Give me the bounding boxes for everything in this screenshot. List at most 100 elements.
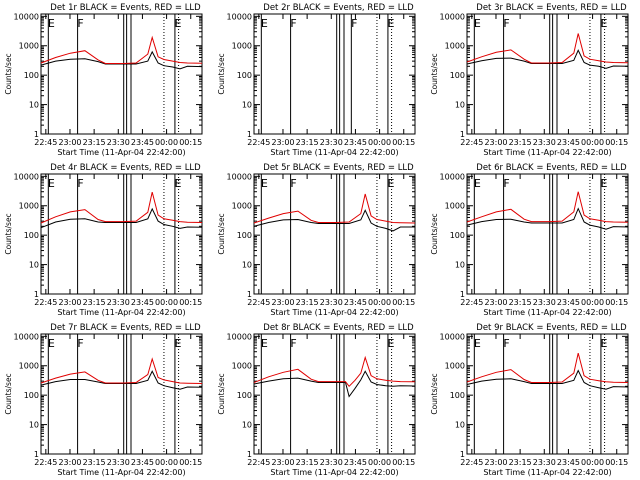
flag-label: E	[48, 337, 55, 350]
x-tick-label: 23:45	[557, 458, 580, 467]
chart-title: Det 7r BLACK = Events, RED = LLD	[50, 323, 201, 333]
y-tick-label: 1000	[445, 362, 465, 371]
x-tick-label: 23:15	[83, 458, 106, 467]
x-tick-label: 00:15	[179, 298, 202, 307]
x-axis-label: Start Time (11-Apr-04 22:42:00)	[483, 148, 611, 157]
x-tick-label: 23:45	[344, 138, 367, 147]
y-tick-label: 1	[247, 290, 252, 299]
y-tick-label: 1	[34, 130, 39, 139]
plot-frame	[253, 13, 416, 135]
series-line-events	[466, 369, 629, 390]
y-axis-label: Counts/sec	[430, 373, 439, 414]
series-line-events	[40, 50, 203, 70]
x-tick-label: 23:30	[320, 298, 343, 307]
y-tick-label: 100	[237, 391, 252, 400]
y-tick-label: 10000	[227, 172, 252, 181]
x-tick-label: 23:30	[107, 298, 130, 307]
flag-label: E	[474, 177, 481, 190]
y-tick-label: 10	[242, 261, 252, 270]
x-tick-label: 23:00	[58, 458, 81, 467]
chart-panel-6: Det 6r BLACK = Events, RED = LLD 1 10 100 10…	[430, 163, 629, 317]
flag-label: E	[261, 177, 268, 190]
y-tick-label: 1	[247, 130, 252, 139]
chart-panel-2: Det 2r BLACK = Events, RED = LLD 1 10 100 10…	[217, 3, 416, 157]
x-tick-label: 23:45	[131, 298, 154, 307]
y-tick-label: 10	[29, 101, 39, 110]
plot-frame	[466, 173, 629, 295]
x-tick-label: 23:30	[107, 138, 130, 147]
x-tick-label: 23:00	[58, 138, 81, 147]
flag-label: E	[387, 17, 394, 30]
x-axis-label: Start Time (11-Apr-04 22:42:00)	[57, 468, 185, 477]
series-line-lld	[466, 352, 629, 383]
x-tick-label: 23:30	[107, 458, 130, 467]
x-tick-label: 23:00	[271, 138, 294, 147]
x-tick-label: 22:45	[460, 138, 483, 147]
x-tick-label: 23:45	[557, 138, 580, 147]
x-tick-label: 22:45	[247, 298, 270, 307]
chart-panel-8: Det 8r BLACK = Events, RED = LLD 1 10 100 10…	[217, 323, 416, 477]
y-tick-label: 10000	[14, 332, 39, 341]
y-tick-label: 1000	[445, 202, 465, 211]
y-tick-label: 1	[247, 450, 252, 459]
x-axis-label: Start Time (11-Apr-04 22:42:00)	[483, 468, 611, 477]
flag-label: E	[261, 337, 268, 350]
chart-panel-1: Det 1r BLACK = Events, RED = LLD 1 10 100 10…	[4, 3, 203, 157]
y-tick-label: 1	[460, 450, 465, 459]
flag-label: F	[77, 17, 83, 30]
x-tick-label: 00:00	[368, 458, 391, 467]
x-tick-label: 23:00	[271, 298, 294, 307]
x-tick-label: 00:00	[581, 298, 604, 307]
x-tick-label: 00:15	[605, 298, 628, 307]
y-tick-label: 1	[460, 130, 465, 139]
x-tick-label: 00:15	[605, 458, 628, 467]
y-tick-label: 10000	[14, 172, 39, 181]
chart-title: Det 4r BLACK = Events, RED = LLD	[50, 163, 201, 173]
y-tick-label: 10	[242, 421, 252, 430]
y-tick-label: 1000	[19, 362, 39, 371]
y-axis-label: Counts/sec	[430, 213, 439, 254]
chart-panel-7: Det 7r BLACK = Events, RED = LLD 1 10 100 10…	[4, 323, 203, 477]
x-tick-label: 22:45	[247, 458, 270, 467]
flag-label: E	[474, 17, 481, 30]
flag-label: E	[600, 337, 607, 350]
y-tick-label: 10	[29, 421, 39, 430]
plot-frame	[253, 333, 416, 455]
y-tick-label: 1000	[232, 42, 252, 51]
x-axis-label: Start Time (11-Apr-04 22:42:00)	[483, 308, 611, 317]
x-axis-label: Start Time (11-Apr-04 22:42:00)	[270, 468, 398, 477]
chart-panel-5: Det 5r BLACK = Events, RED = LLD 1 10 100 10…	[217, 163, 416, 317]
x-tick-label: 23:00	[271, 458, 294, 467]
y-tick-label: 1000	[232, 362, 252, 371]
flag-label: E	[261, 17, 268, 30]
chart-panel-9: Det 9r BLACK = Events, RED = LLD 1 10 100 10…	[430, 323, 629, 477]
y-tick-label: 1	[34, 290, 39, 299]
flag-label: F	[351, 17, 357, 30]
flag-label: F	[503, 17, 509, 30]
y-tick-label: 10	[455, 261, 465, 270]
x-tick-label: 23:15	[509, 458, 532, 467]
x-tick-label: 00:15	[605, 138, 628, 147]
flag-label: E	[387, 337, 394, 350]
x-tick-label: 22:45	[34, 138, 57, 147]
plot-frame	[466, 333, 629, 455]
y-axis-label: Counts/sec	[217, 213, 226, 254]
x-tick-label: 23:15	[296, 298, 319, 307]
series-line-events	[253, 370, 416, 398]
x-tick-label: 22:45	[247, 138, 270, 147]
x-tick-label: 00:15	[392, 458, 415, 467]
x-tick-label: 23:45	[131, 138, 154, 147]
flag-label: E	[48, 177, 55, 190]
series-line-lld	[40, 357, 203, 384]
y-tick-label: 10000	[227, 12, 252, 21]
series-line-events	[466, 207, 629, 230]
chart-title: Det 8r BLACK = Events, RED = LLD	[263, 323, 414, 333]
y-axis-label: Counts/sec	[4, 53, 13, 94]
x-tick-label: 23:15	[509, 298, 532, 307]
series-line-lld	[466, 33, 629, 64]
series-line-lld	[253, 355, 416, 388]
y-axis-label: Counts/sec	[4, 373, 13, 414]
chart-panel-4: Det 4r BLACK = Events, RED = LLD 1 10 100 10…	[4, 163, 203, 317]
x-tick-label: 23:30	[320, 458, 343, 467]
x-tick-label: 23:30	[533, 298, 556, 307]
